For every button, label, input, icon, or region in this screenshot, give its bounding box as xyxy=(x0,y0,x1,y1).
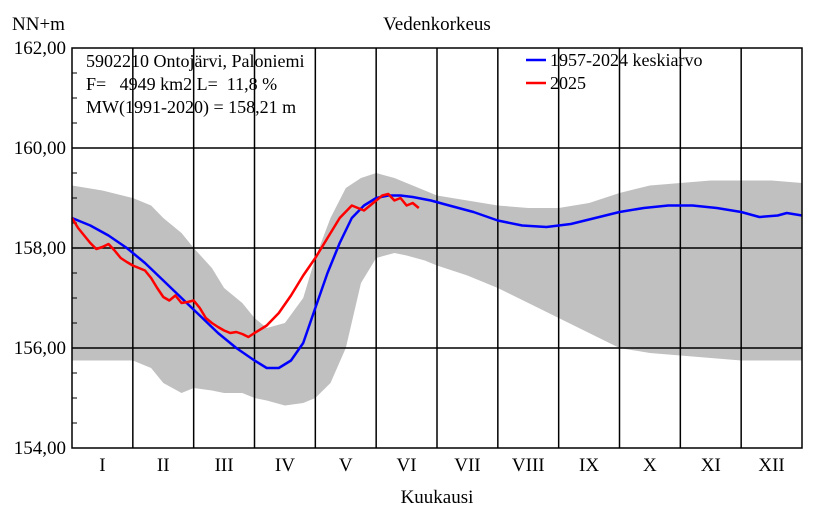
y-axis-label: NN+m xyxy=(12,14,65,35)
x-tick-label: IX xyxy=(579,455,599,476)
series-layer xyxy=(70,192,803,370)
series-line-2025 xyxy=(70,192,420,339)
info-station: 5902210 Ontojärvi, Paloniemi xyxy=(86,51,304,71)
x-tick-label: III xyxy=(215,455,234,476)
x-tick-label: II xyxy=(157,455,170,476)
x-tick-label: XI xyxy=(701,455,721,476)
y-tick-label: 160,00 xyxy=(14,138,66,159)
x-tick-label: VII xyxy=(454,455,480,476)
y-tick-label: 156,00 xyxy=(14,338,66,359)
info-box: 5902210 Ontojärvi, Paloniemi F= 4949 km2… xyxy=(86,51,304,118)
legend-label-mean: 1957-2024 keskiarvo xyxy=(550,50,702,70)
x-tick-label: V xyxy=(339,455,353,476)
x-tick-label: I xyxy=(99,455,105,476)
x-tick-label: VI xyxy=(397,455,417,476)
plot-frame xyxy=(71,47,803,449)
legend: 1957-2024 keskiarvo 2025 xyxy=(526,50,702,93)
x-tick-label: X xyxy=(643,455,657,476)
info-area: F= 4949 km2 L= 11,8 % xyxy=(86,74,277,94)
x-axis-label: Kuukausi xyxy=(401,487,474,508)
legend-label-2025: 2025 xyxy=(550,73,586,93)
x-tick-label: IV xyxy=(275,455,295,476)
info-mean-water: MW(1991-2020) = 158,21 m xyxy=(86,97,296,118)
x-tick-label: VIII xyxy=(512,455,545,476)
chart-title: Vedenkorkeus xyxy=(383,14,491,35)
y-tick-label: 154,00 xyxy=(14,438,66,459)
y-tick-labels: 154,00 156,00 158,00 160,00 162,00 xyxy=(14,38,66,459)
x-tick-label: XII xyxy=(758,455,784,476)
y-tick-label: 158,00 xyxy=(14,238,66,259)
x-tick-labels: I II III IV V VI VII VIII IX X XI XII xyxy=(99,455,785,476)
y-tick-label: 162,00 xyxy=(14,38,66,59)
grid-layer xyxy=(72,48,802,448)
